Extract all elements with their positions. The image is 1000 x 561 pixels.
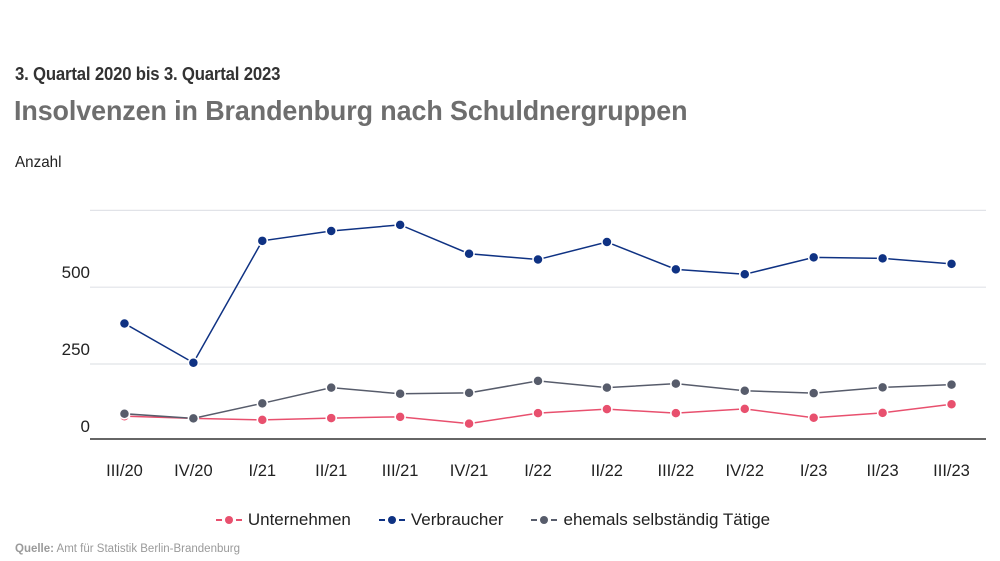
source-note: Quelle: Amt für Statistik Berlin-Branden… (15, 543, 240, 555)
data-point[interactable] (807, 412, 820, 424)
legend: Unternehmen Verbraucher ehemals selbständi… (0, 510, 1000, 530)
data-point[interactable] (807, 251, 820, 264)
series-ehemals-selbständig-tätige (118, 375, 958, 425)
x-tick-label: III/20 (106, 462, 143, 480)
data-point[interactable] (118, 317, 131, 330)
data-point[interactable] (394, 411, 406, 423)
legend-marker-icon (531, 510, 558, 530)
series-line (124, 224, 952, 364)
data-point[interactable] (670, 407, 682, 419)
data-point[interactable] (325, 412, 337, 424)
x-tick-label: I/23 (800, 462, 828, 480)
gridlines (90, 209, 986, 365)
data-point[interactable] (945, 258, 958, 270)
data-point[interactable] (256, 397, 269, 410)
series-verbraucher (118, 219, 958, 369)
legend-item[interactable]: Unternehmen (215, 510, 351, 530)
y-tick-label: 250 (62, 340, 90, 359)
source-label: Quelle: (15, 543, 54, 555)
data-point[interactable] (187, 412, 200, 425)
legend-marker-icon (378, 510, 405, 530)
x-tick-label: I/22 (524, 462, 552, 480)
data-point[interactable] (945, 378, 958, 391)
data-point[interactable] (876, 381, 889, 394)
y-axis-ticks: 0 250 500 (62, 263, 90, 436)
y-tick-label: 500 (62, 263, 90, 282)
data-point[interactable] (739, 403, 751, 415)
x-tick-label: III/21 (382, 462, 419, 480)
data-point[interactable] (601, 403, 613, 415)
legend-label: Unternehmen (247, 510, 351, 529)
chart-subtitle: 3. Quartal 2020 bis 3. Quartal 2023 (15, 64, 281, 84)
data-point[interactable] (532, 253, 544, 266)
data-point[interactable] (394, 219, 406, 231)
legend-label: Verbraucher (410, 510, 504, 529)
legend-item[interactable]: Verbraucher (378, 510, 504, 530)
data-point[interactable] (187, 357, 200, 369)
y-tick-label: 0 (81, 417, 90, 436)
data-point[interactable] (532, 375, 544, 387)
series-group (118, 219, 958, 430)
legend-item[interactable]: ehemals selbständig Tätige (531, 510, 770, 530)
x-tick-label: III/23 (933, 462, 970, 480)
data-point[interactable] (670, 263, 682, 276)
x-tick-label: II/21 (315, 462, 347, 480)
source-text: Amt für Statistik Berlin-Brandenburg (56, 543, 240, 555)
data-point[interactable] (601, 381, 613, 394)
x-axis-ticks: III/20 IV/20 I/21 II/21 III/21 IV/21 I/22 II/22… (106, 462, 970, 480)
x-tick-label: III/22 (657, 462, 694, 480)
x-tick-label: I/21 (249, 462, 277, 480)
series-unternehmen (118, 398, 958, 430)
x-tick-label: IV/20 (174, 462, 213, 480)
data-point[interactable] (325, 381, 337, 394)
data-point[interactable] (394, 388, 406, 400)
x-tick-label: IV/22 (726, 462, 765, 480)
data-point[interactable] (739, 384, 751, 397)
data-point[interactable] (463, 417, 475, 430)
legend-marker-icon (215, 510, 242, 530)
x-tick-label: II/22 (591, 462, 623, 480)
data-point[interactable] (463, 247, 475, 260)
data-point[interactable] (532, 407, 544, 419)
data-point[interactable] (739, 268, 751, 281)
legend-label: ehemals selbständig Tätige (563, 510, 771, 529)
x-tick-label: II/23 (867, 462, 899, 480)
data-point[interactable] (807, 387, 820, 399)
data-point[interactable] (256, 414, 269, 426)
x-tick-label: IV/21 (450, 462, 489, 480)
data-point[interactable] (601, 236, 613, 248)
data-point[interactable] (945, 398, 958, 410)
chart-title: Insolvenzen in Brandenburg nach Schuldne… (14, 95, 688, 126)
data-point[interactable] (118, 408, 131, 420)
data-point[interactable] (325, 225, 337, 237)
data-point[interactable] (463, 387, 475, 399)
data-point[interactable] (876, 407, 889, 419)
data-point[interactable] (876, 252, 889, 265)
data-point[interactable] (670, 377, 682, 390)
data-point[interactable] (256, 235, 269, 247)
y-axis-title: Anzahl (15, 154, 62, 171)
